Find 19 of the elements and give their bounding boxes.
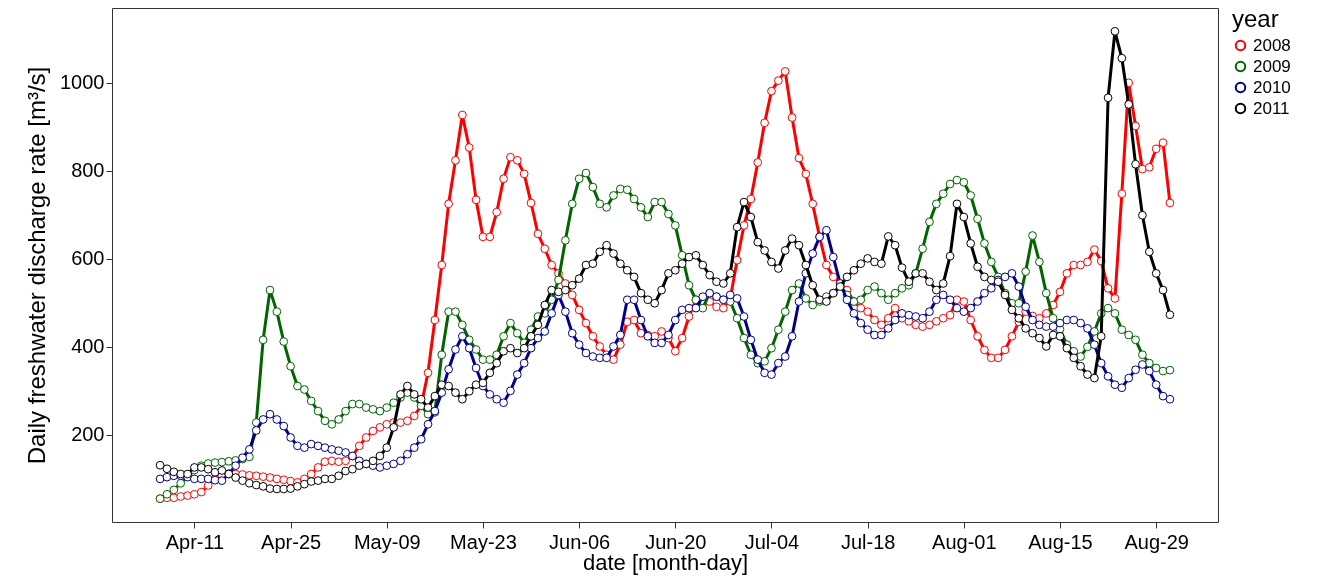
y-tick-label: 600: [71, 247, 105, 270]
x-tick-label: Aug-29: [1124, 530, 1189, 553]
x-tick-label: Apr-11: [165, 530, 225, 553]
x-tick-label: Apr-25: [261, 530, 322, 553]
x-tick-label: Jul-18: [840, 530, 896, 553]
x-tick-label: Aug-15: [1028, 530, 1093, 553]
x-tick-label: Aug-01: [932, 530, 997, 553]
legend-label: 2010: [1253, 77, 1291, 97]
y-tick-label: 1000: [60, 71, 105, 94]
y-tick-label: 800: [71, 159, 105, 182]
y-tick-label: 200: [71, 423, 105, 446]
y-axis-title: Daily freshwater discharge rate [m³/s]: [23, 66, 51, 465]
legend-label: 2008: [1253, 35, 1291, 55]
x-tick-label: May-09: [353, 530, 421, 553]
legend-label: 2009: [1253, 56, 1291, 76]
legend-title: year: [1232, 5, 1279, 32]
y-tick-label: 400: [71, 335, 105, 358]
legend-label: 2011: [1253, 98, 1290, 118]
x-tick-label: May-23: [450, 530, 517, 553]
